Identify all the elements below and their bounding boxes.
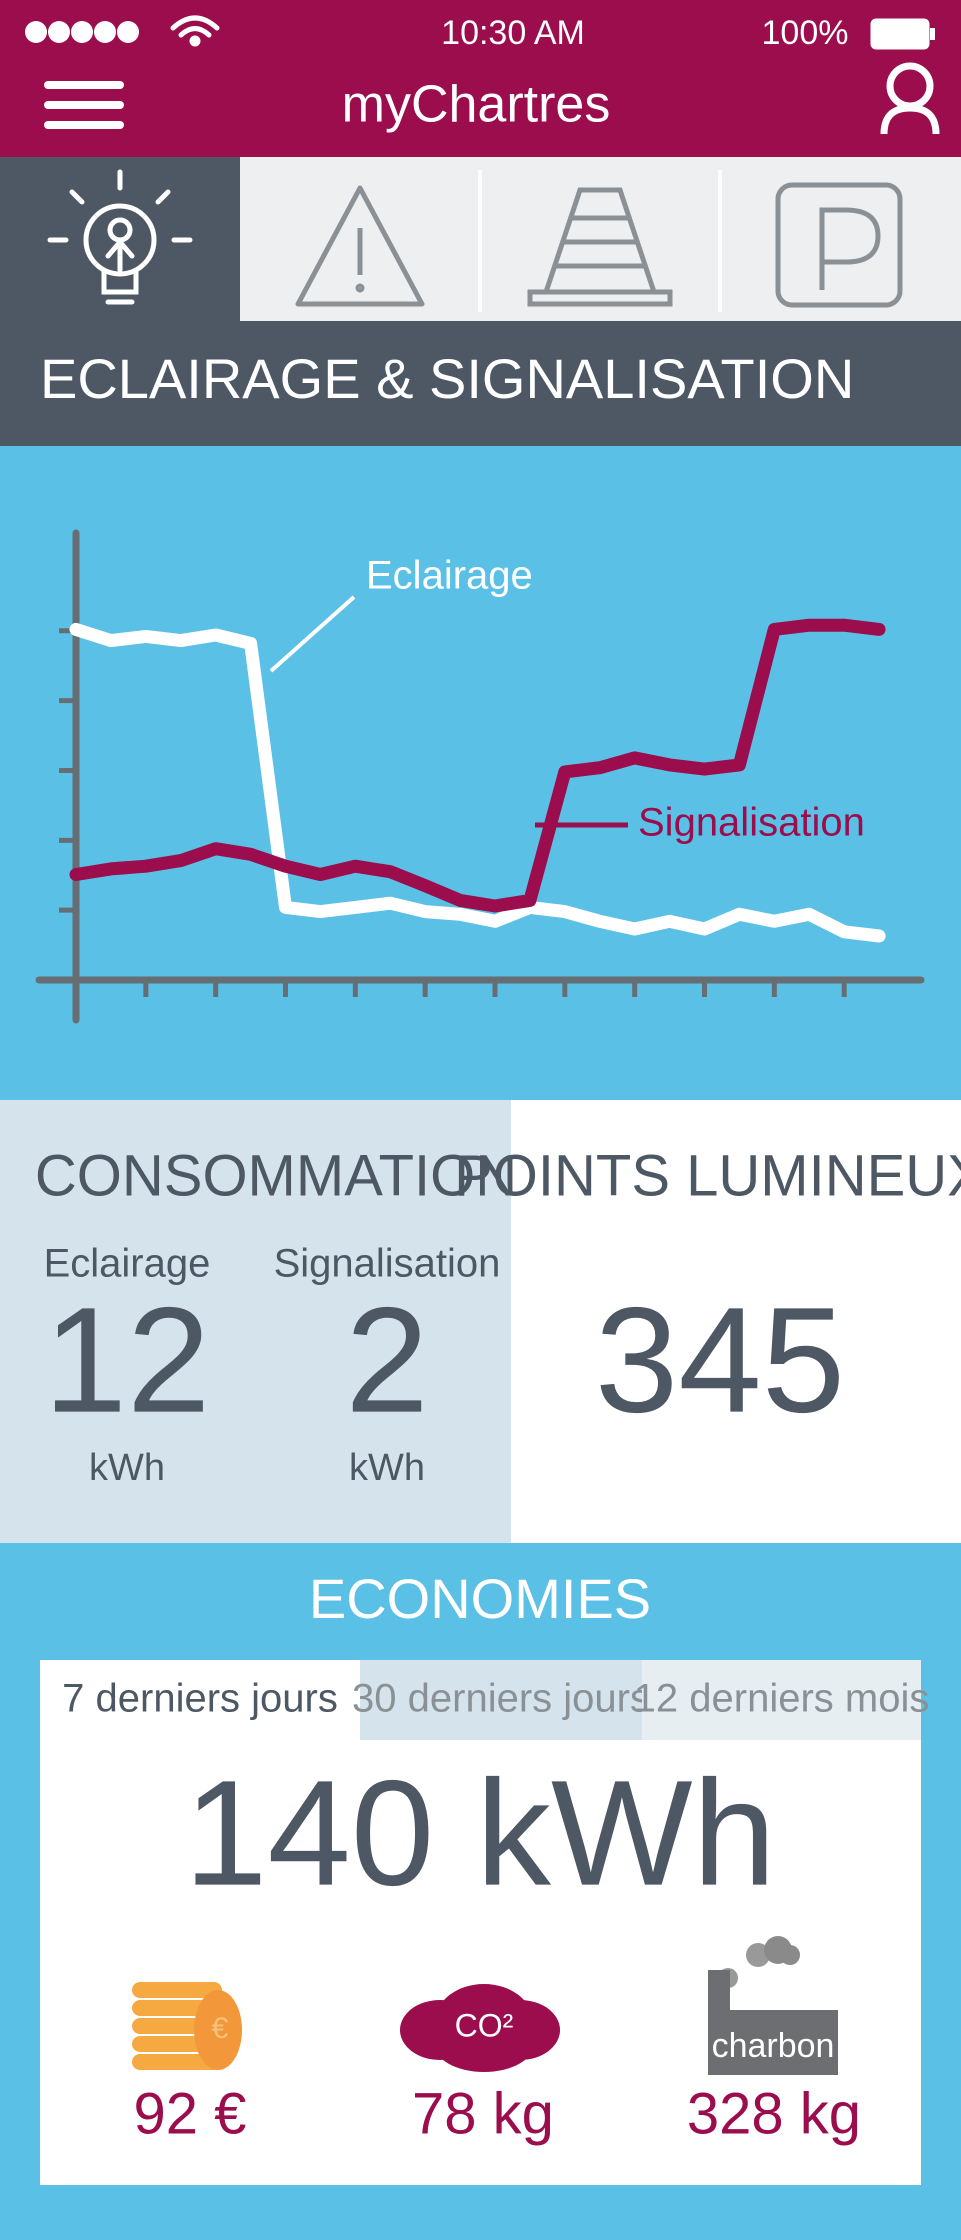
period-tab[interactable] (360, 1660, 642, 1740)
section-title: ECLAIRAGE & SIGNALISATION (40, 347, 854, 410)
consumption-label: Eclairage (44, 1242, 211, 1286)
menu-button[interactable] (44, 81, 124, 129)
battery-tip (930, 28, 935, 40)
header-bar (0, 0, 961, 157)
battery-icon (870, 18, 930, 50)
status-time: 10:30 AM (441, 14, 585, 52)
points-panel (511, 1100, 961, 1543)
co2-label: CO² (455, 2007, 514, 2043)
series-line (69, 622, 886, 943)
status-battery: 100% (762, 14, 849, 52)
warning-icon[interactable] (295, 185, 425, 307)
consumption-value: 2 (345, 1276, 428, 1444)
period-tab[interactable] (642, 1660, 921, 1740)
savings-total: 140 kWh (184, 1749, 776, 1917)
user-button[interactable] (880, 62, 940, 135)
coin-icon (132, 1982, 242, 2070)
consumption-label: Signalisation (274, 1242, 501, 1286)
signal-dots (25, 21, 139, 43)
factory-icon (708, 1936, 838, 2075)
savings-money: 92 € (134, 2081, 247, 2146)
series-label: Eclairage (366, 554, 533, 598)
period-tab[interactable] (40, 1660, 360, 1740)
series-line (69, 618, 886, 913)
wifi-icon (170, 15, 220, 47)
parking-icon[interactable] (775, 182, 903, 308)
points-title: POINTS LUMINEUX (454, 1143, 961, 1208)
coin-symbol: € (212, 2012, 229, 2045)
tab-strip (240, 157, 961, 321)
roadworks-icon[interactable] (527, 187, 673, 307)
consumption-panel (0, 1100, 511, 1543)
factory-label: charbon (712, 2027, 835, 2065)
points-value: 345 (595, 1276, 845, 1444)
savings-coal: 328 kg (687, 2081, 861, 2146)
co2-cloud-icon (400, 1984, 560, 2072)
app-title: myChartres (342, 76, 611, 134)
period-tab-label: 30 derniers jours (352, 1677, 650, 1721)
series-label: Signalisation (638, 801, 865, 845)
savings-title: ECONOMIES (309, 1567, 651, 1630)
period-tab-label: 12 derniers mois (634, 1677, 930, 1721)
consumption-unit: kWh (349, 1447, 425, 1489)
period-tab-label: 7 derniers jours (62, 1677, 338, 1721)
consumption-title: CONSOMMATION (35, 1143, 517, 1208)
line-chart: Eclairage Signalisation (35, 529, 925, 1024)
lightbulb-icon (47, 169, 193, 305)
chart-background (0, 446, 961, 1100)
consumption-value: 12 (44, 1276, 211, 1444)
section-bar (0, 321, 961, 446)
consumption-unit: kWh (89, 1447, 165, 1489)
label-leader (269, 595, 356, 673)
savings-co2: 78 kg (412, 2081, 554, 2146)
